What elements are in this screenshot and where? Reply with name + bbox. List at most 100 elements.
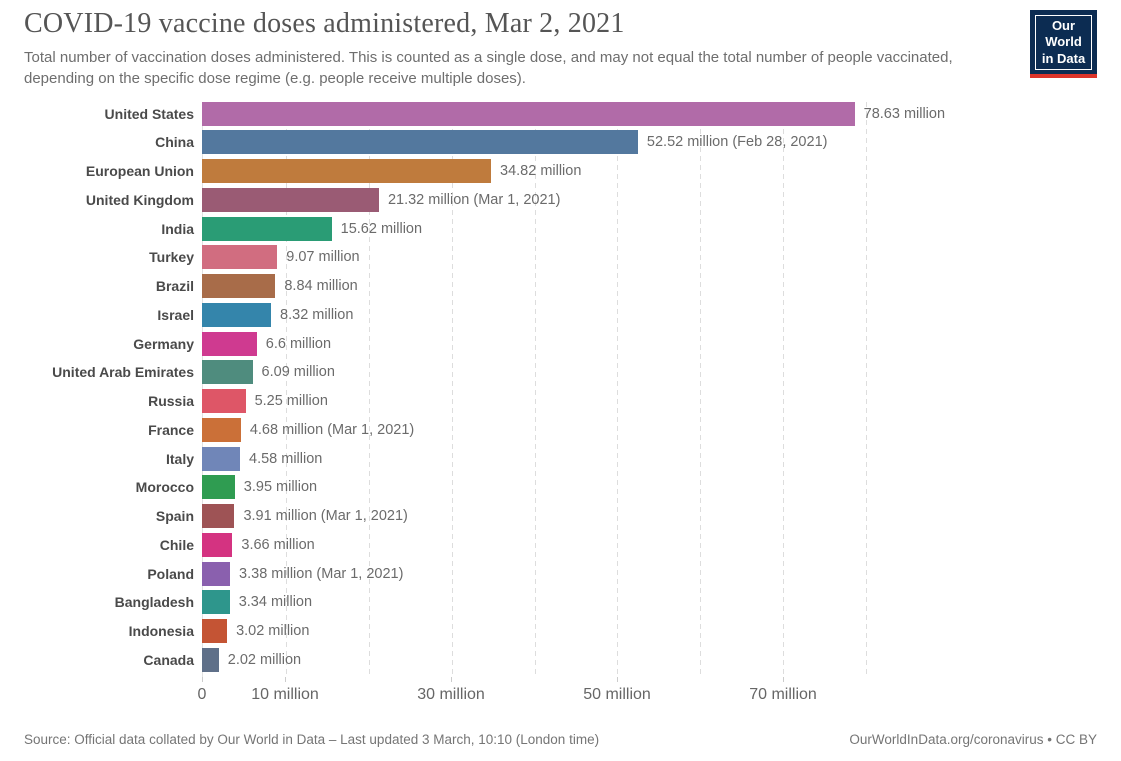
bar-track: 21.32 million (Mar 1, 2021) [202,187,866,212]
chart-row: European Union 34.82 million [24,159,1097,184]
axis-tick-mark [617,676,618,682]
chart-row: Spain 3.91 million (Mar 1, 2021) [24,504,1097,529]
value-label: 3.38 million (Mar 1, 2021) [239,565,404,582]
value-label: 8.84 million [284,278,358,295]
bar[interactable] [202,187,379,212]
bar[interactable] [202,159,491,184]
country-label: Israel [157,306,194,323]
value-label: 21.32 million (Mar 1, 2021) [387,191,561,208]
owid-logo[interactable]: Our World in Data [1030,10,1097,78]
value-label: 5.25 million [254,393,328,410]
value-label: 52.52 million (Feb 28, 2021) [646,134,828,151]
chart-row: Russia 5.25 million [24,389,1097,414]
value-label: 6.09 million [261,364,335,381]
source-note: Source: Official data collated by Our Wo… [24,732,600,747]
value-label: 3.34 million [238,594,313,611]
bar[interactable] [202,647,219,672]
axis-tick-label: 0 [197,685,207,703]
bar[interactable] [202,446,240,471]
bar[interactable] [202,389,246,414]
bar[interactable] [202,619,228,644]
chart-row: Canada 2.02 million [24,647,1097,672]
owid-logo-line1: Our World [1045,18,1082,50]
country-label: United States [104,105,194,122]
country-label: European Union [85,163,194,180]
country-label: Brazil [155,278,194,295]
value-label: 3.91 million (Mar 1, 2021) [243,508,408,525]
bar-track: 15.62 million [202,216,866,241]
value-label: 9.07 million [286,249,360,266]
axis-tick-mark [285,676,286,682]
bar[interactable] [202,360,253,385]
owid-logo-text: Our World in Data [1035,15,1092,70]
axis-tick-mark [202,676,203,682]
value-label: 8.32 million [280,306,354,323]
country-label: France [148,421,194,438]
gridline-60m [700,101,702,677]
chart-row: Turkey 9.07 million [24,245,1097,270]
value-label: 4.58 million [249,450,323,467]
chart-row: Israel 8.32 million [24,302,1097,327]
bar-chart: United States 78.63 million China 52.52 mil… [24,101,1097,713]
bar-track: 3.91 million (Mar 1, 2021) [202,504,866,529]
bar[interactable] [202,504,235,529]
chart-row: Brazil 8.84 million [24,274,1097,299]
header: COVID-19 vaccine doses administered, Mar… [24,8,1097,90]
bar[interactable] [202,561,231,586]
gridline-70m [783,101,785,677]
bar[interactable] [202,130,638,155]
chart-row: Indonesia 3.02 million [24,619,1097,644]
chart-title: COVID-19 vaccine doses administered, Mar… [24,8,625,39]
country-label: Spain [155,508,194,525]
bar-track: 4.58 million [202,446,866,471]
bar[interactable] [202,245,278,270]
bar[interactable] [202,331,257,356]
owid-logo-red-strip [1030,73,1097,78]
bar-track: 2.02 million [202,647,866,672]
bar[interactable] [202,302,272,327]
header-text: COVID-19 vaccine doses administered, Mar… [24,8,974,90]
axis-tick-label: 10 million [251,685,319,703]
value-label: 6.6 million [265,335,332,352]
footer: Source: Official data collated by Our Wo… [24,732,1097,747]
bar[interactable] [202,101,855,126]
country-label: Chile [159,536,194,553]
bar-track: 3.38 million (Mar 1, 2021) [202,561,866,586]
bar[interactable] [202,475,235,500]
gridline-30m [451,101,453,677]
bar-track: 8.32 million [202,302,866,327]
value-label: 2.02 million [227,651,302,668]
country-label: United Kingdom [85,191,194,208]
gridline-80m [866,101,867,677]
chart-row: France 4.68 million (Mar 1, 2021) [24,417,1097,442]
bar-track: 5.25 million [202,389,866,414]
bar-track: 4.68 million (Mar 1, 2021) [202,417,866,442]
country-label: Germany [133,335,194,352]
country-label: India [161,220,194,237]
chart-row: Bangladesh 3.34 million [24,590,1097,615]
bar[interactable] [202,274,276,299]
axis-tick-mark [451,676,452,682]
chart-row: India 15.62 million [24,216,1097,241]
axis-tick-mark [783,676,784,682]
gridline-40m [534,101,536,677]
country-label: Russia [148,393,194,410]
chart-row: United States 78.63 million [24,101,1097,126]
chart-subtitle: Total number of vaccination doses admini… [24,49,953,88]
country-label: Indonesia [128,623,194,640]
country-label: China [155,134,194,151]
chart-row: Poland 3.38 million (Mar 1, 2021) [24,561,1097,586]
bar[interactable] [202,216,332,241]
chart-rows: United States 78.63 million China 52.52 mil… [24,101,1097,672]
bar[interactable] [202,417,241,442]
value-label: 3.02 million [236,623,310,640]
attribution-link[interactable]: OurWorldInData.org/coronavirus • CC BY [849,732,1097,747]
value-label: 34.82 million [500,163,582,180]
bar-track: 8.84 million [202,274,866,299]
bar-track: 6.09 million [202,360,866,385]
bar[interactable] [202,590,230,615]
bar[interactable] [202,532,233,557]
chart-row: United Arab Emirates 6.09 million [24,360,1097,385]
chart-row: Italy 4.58 million [24,446,1097,471]
